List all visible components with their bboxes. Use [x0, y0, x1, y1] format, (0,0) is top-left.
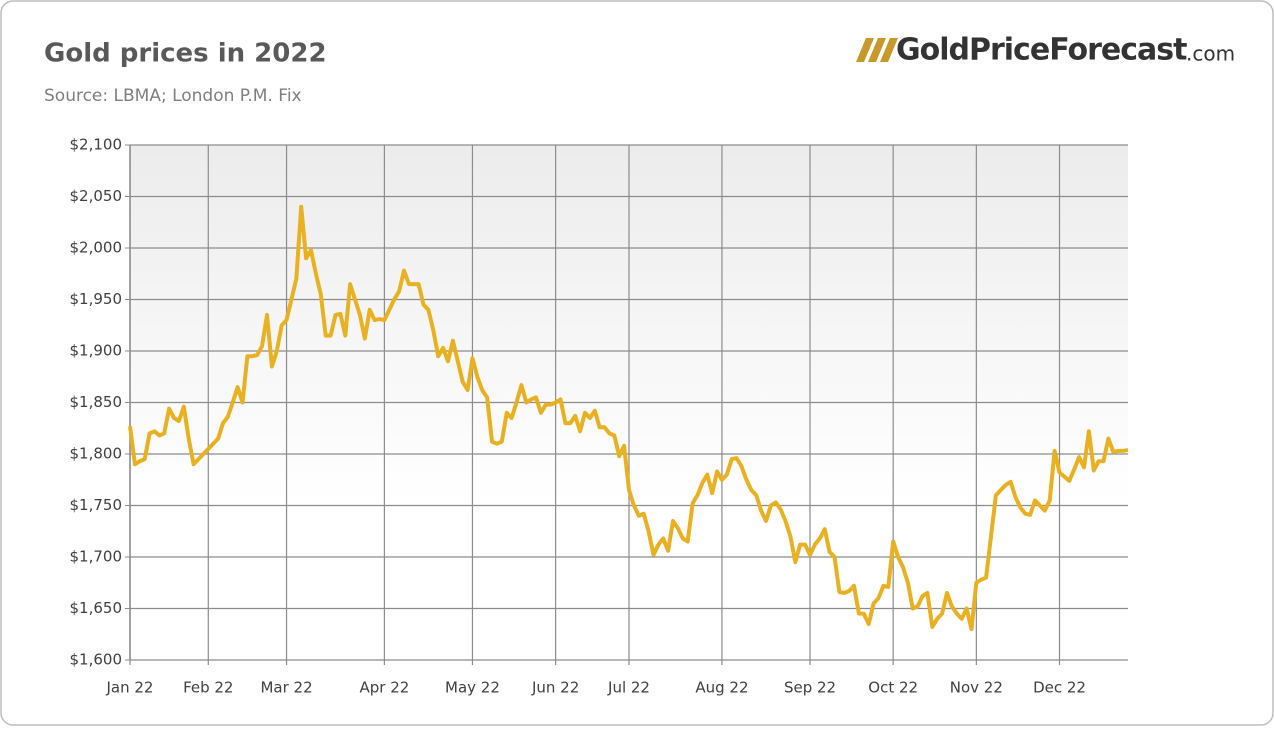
y-tick-label: $1,900 [70, 342, 123, 360]
x-tick-label: Mar 22 [260, 679, 312, 697]
y-tick-label: $2,100 [70, 136, 123, 154]
y-tick-label: $1,950 [70, 290, 123, 308]
logo-icon [856, 38, 898, 62]
chart-subtitle: Source: LBMA; London P.M. Fix [44, 86, 302, 106]
y-tick-label: $1,700 [70, 548, 123, 566]
y-tick-label: $2,050 [70, 187, 123, 205]
y-tick-label: $1,800 [70, 445, 123, 463]
y-tick-label: $2,000 [70, 239, 123, 257]
x-tick-label: Oct 22 [868, 679, 918, 697]
x-tick-label: Apr 22 [359, 679, 409, 697]
logo-suffix: .com [1186, 42, 1235, 66]
x-tick-label: Feb 22 [183, 679, 233, 697]
logo: GoldPriceForecast .com [856, 33, 1235, 68]
x-tick-label: Jun 22 [531, 679, 579, 697]
logo-brand: GoldPriceForecast [896, 33, 1187, 68]
chart-title: Gold prices in 2022 [44, 39, 327, 69]
x-tick-label: Aug 22 [695, 679, 748, 697]
price-line [128, 204, 1129, 632]
x-tick-label: Nov 22 [950, 679, 1003, 697]
x-tick-label: Sep 22 [784, 679, 836, 697]
x-tick-label: May 22 [445, 679, 500, 697]
x-tick-label: Jan 22 [106, 679, 154, 697]
y-tick-label: $1,850 [70, 393, 123, 411]
x-tick-label: Jul 22 [607, 679, 650, 697]
y-tick-label: $1,600 [70, 651, 123, 669]
x-tick-label: Dec 22 [1033, 679, 1086, 697]
y-tick-label: $1,650 [70, 599, 123, 617]
y-tick-label: $1,750 [70, 496, 123, 514]
